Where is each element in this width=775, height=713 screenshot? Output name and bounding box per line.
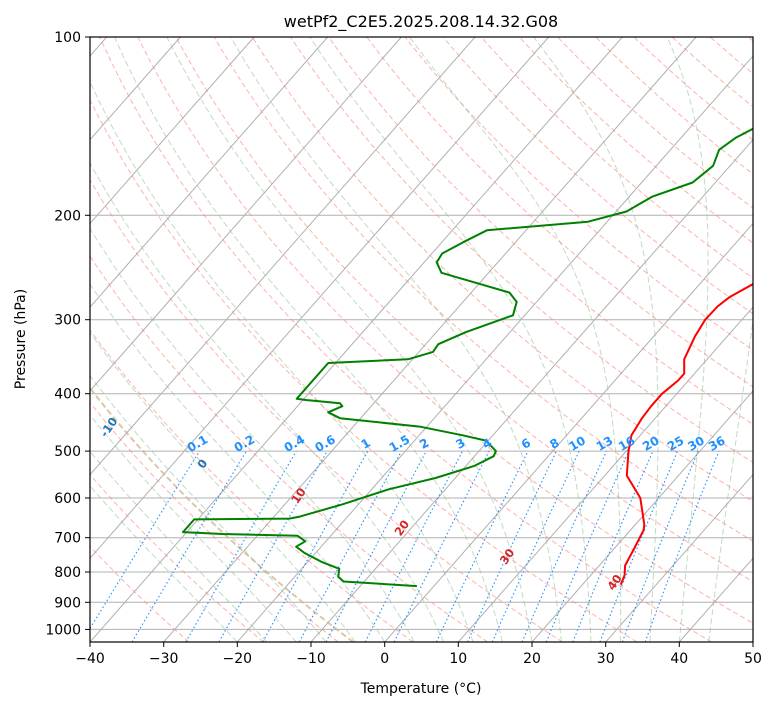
y-tick-label: 500 [54, 444, 81, 460]
y-tick-label: 100 [54, 30, 81, 46]
y-tick-label: 200 [54, 208, 81, 224]
x-tick-label: 20 [523, 651, 541, 667]
y-tick-label: 300 [54, 313, 81, 329]
x-tick-label: 30 [597, 651, 615, 667]
y-tick-label: 1000 [45, 622, 81, 638]
y-tick-label: 800 [54, 565, 81, 581]
chart-title: wetPf2_C2E5.2025.208.14.32.G08 [284, 12, 558, 32]
x-tick-label: −20 [223, 651, 253, 667]
y-tick-label: 900 [54, 595, 81, 611]
x-tick-label: 10 [449, 651, 467, 667]
x-tick-label: 50 [744, 651, 762, 667]
y-tick-label: 700 [54, 531, 81, 547]
y-tick-label: 600 [54, 491, 81, 507]
x-tick-label: 40 [670, 651, 688, 667]
x-tick-label: −30 [149, 651, 179, 667]
x-tick-label: −10 [296, 651, 326, 667]
y-tick-label: 400 [54, 387, 81, 403]
x-tick-label: −40 [75, 651, 105, 667]
y-axis-label: Pressure (hPa) [13, 289, 29, 389]
x-axis-label: Temperature (°C) [360, 681, 482, 697]
x-tick-label: 0 [380, 651, 389, 667]
